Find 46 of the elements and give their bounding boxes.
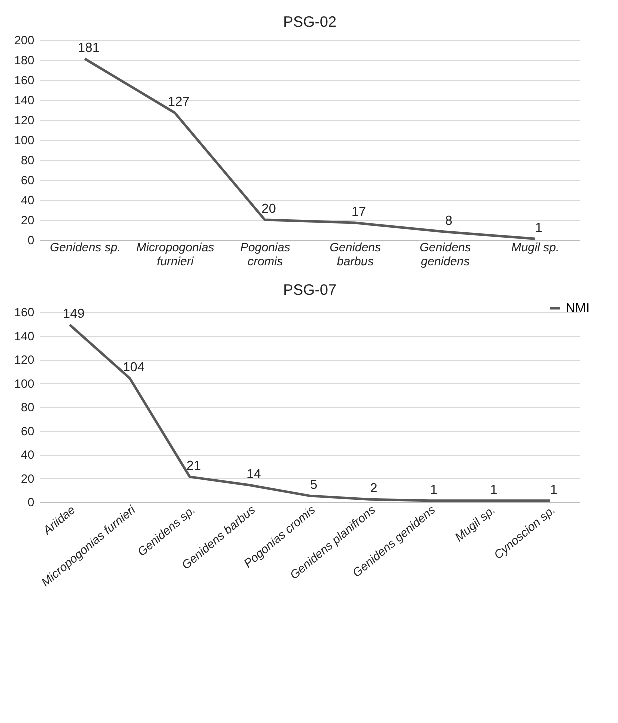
- x-tick-label: Micropogonias furnieri: [136, 240, 215, 268]
- y-tick-label: 160: [14, 306, 35, 320]
- y-tick-label: 120: [14, 353, 35, 367]
- data-label: 17: [352, 204, 366, 219]
- data-label: 181: [78, 40, 100, 55]
- data-label: 14: [246, 466, 262, 482]
- y-tick-label: 100: [14, 134, 35, 148]
- chart-title: PSG-02: [283, 14, 337, 31]
- data-label: 1: [535, 220, 543, 235]
- x-tick-label: Genidens sp.: [50, 240, 121, 254]
- chart-title: PSG-07: [283, 282, 337, 299]
- y-tick-label: 60: [21, 424, 35, 438]
- data-label: 1: [490, 482, 498, 497]
- y-tick-label: 180: [14, 54, 35, 68]
- y-tick-label: 0: [28, 496, 35, 510]
- y-tick-label: 160: [14, 74, 35, 88]
- y-tick-label: 80: [21, 400, 35, 414]
- y-tick-label: 140: [14, 329, 35, 344]
- y-tick-label: 60: [21, 174, 35, 188]
- data-label: 5: [310, 477, 318, 492]
- line-series: [84, 58, 536, 240]
- data-label: 149: [63, 306, 85, 322]
- data-label: 21: [186, 458, 202, 474]
- y-tick-label: 40: [21, 448, 35, 462]
- data-label: 104: [123, 360, 145, 374]
- x-tick-label: Genidens genidens: [420, 240, 472, 268]
- y-tick-label: 100: [14, 376, 35, 391]
- y-tick-label: 200: [14, 34, 35, 48]
- x-tick-label: Genidens barbus: [330, 240, 382, 268]
- y-tick-label: 20: [21, 472, 35, 486]
- data-label: 127: [168, 94, 190, 109]
- y-tick-label: 20: [21, 214, 35, 228]
- data-label: 8: [445, 213, 453, 228]
- data-label: 20: [262, 201, 276, 216]
- x-tick-label: Pogonias cromis: [240, 240, 291, 268]
- x-tick-label: Mugil sp.: [511, 240, 560, 254]
- line-series: [68, 324, 552, 502]
- data-label: 2: [370, 480, 378, 496]
- data-label: 1: [550, 482, 558, 497]
- y-tick-label: 140: [14, 94, 35, 108]
- y-tick-label: 40: [21, 194, 35, 208]
- data-label: 1: [430, 482, 438, 497]
- legend-label: NMI: [566, 300, 590, 316]
- y-tick-label: 0: [28, 234, 35, 248]
- y-tick-label: 120: [14, 114, 35, 128]
- y-tick-label: 80: [21, 154, 35, 168]
